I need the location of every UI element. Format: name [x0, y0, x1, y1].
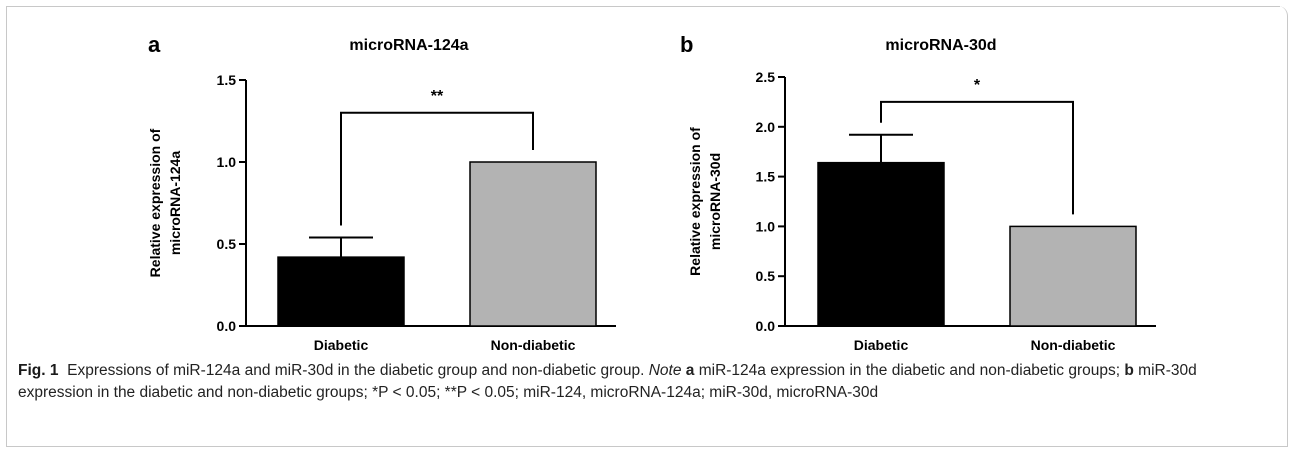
y-tick-label: 0.0: [217, 318, 237, 334]
caption-main-text: Expressions of miR-124a and miR-30d in t…: [67, 362, 645, 379]
bar-non-diabetic: [469, 161, 597, 327]
caption-a-text: miR-124a expression in the diabetic and …: [698, 362, 1121, 379]
y-axis-label: Relative expression of: [147, 128, 163, 277]
caption-fig-label: Fig. 1: [18, 362, 59, 379]
panel-letter-b: b: [680, 32, 693, 57]
figure-frame-top: [6, 6, 1280, 7]
significance-bracket: [880, 100, 1074, 215]
significance-label: *: [974, 77, 981, 94]
y-tick-label: 2.5: [756, 69, 776, 85]
category-label: Non-diabetic: [491, 337, 576, 353]
figure-caption: Fig. 1 Expressions of miR-124a and miR-3…: [18, 360, 1268, 404]
category-label: Non-diabetic: [1031, 337, 1116, 353]
caption-a-label: a: [685, 362, 695, 379]
category-label: Diabetic: [314, 337, 369, 353]
y-axis-label: microRNA-124a: [167, 151, 183, 255]
figure-frame: [6, 6, 1288, 447]
y-axis-label: Relative expression of: [687, 127, 703, 276]
significance-bracket: [340, 111, 534, 226]
y-tick-label: 1.0: [756, 218, 776, 234]
y-tick-label: 0.5: [217, 236, 237, 252]
y-tick-label: 0.0: [756, 318, 776, 334]
chart-title: microRNA-30d: [885, 37, 996, 54]
chart-title: microRNA-124a: [349, 37, 468, 54]
y-tick-label: 1.0: [217, 154, 237, 170]
category-label: Diabetic: [854, 337, 909, 353]
bar-diabetic: [277, 256, 405, 327]
y-tick-label: 0.5: [756, 268, 776, 284]
caption-note-label: Note: [648, 362, 682, 379]
y-tick-label: 1.5: [756, 169, 776, 185]
caption-b-label: b: [1124, 362, 1134, 379]
bar-non-diabetic: [1009, 225, 1137, 327]
significance-label: **: [431, 88, 444, 105]
caption-b-text: miR-30d expression in the diabetic and n…: [18, 362, 1197, 401]
y-tick-label: 1.5: [217, 72, 237, 88]
y-tick-label: 2.0: [756, 119, 776, 135]
panel-letter-a: a: [148, 32, 161, 57]
y-axis-label: microRNA-30d: [707, 153, 723, 250]
bar-diabetic: [817, 161, 945, 327]
